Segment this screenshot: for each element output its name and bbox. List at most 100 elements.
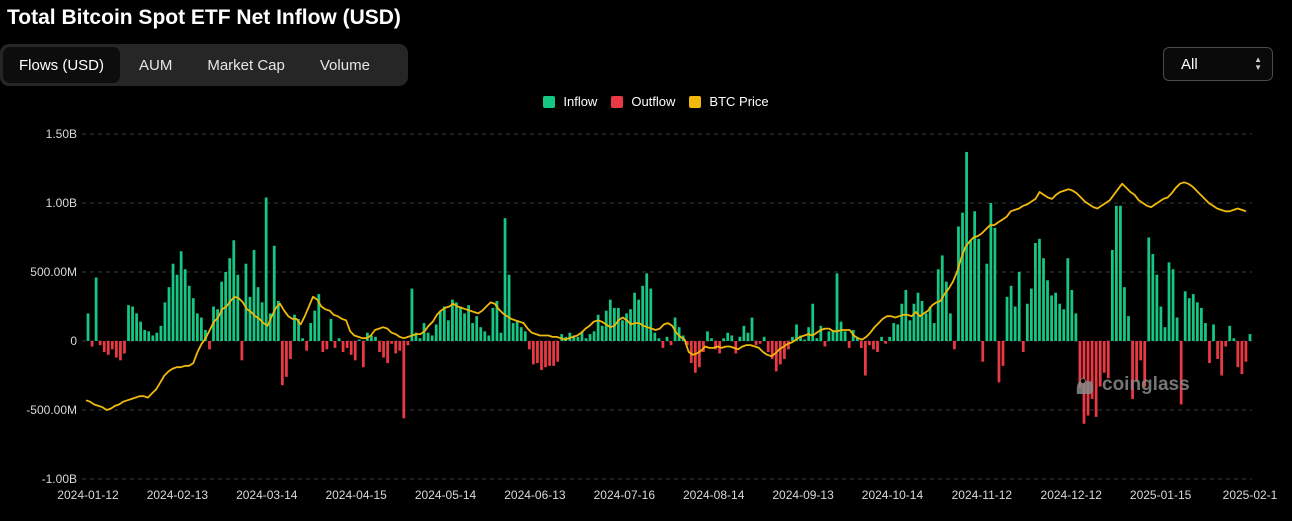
inflow-bar — [742, 325, 746, 341]
legend-label-btc-price: BTC Price — [709, 94, 769, 109]
x-tick-label: 2024-02-13 — [147, 488, 209, 502]
outflow-bar — [548, 341, 551, 366]
outflow-bar — [1224, 341, 1228, 347]
inflow-bar — [204, 329, 207, 341]
inflow-bar — [163, 302, 167, 341]
inflow-bar — [803, 339, 807, 341]
inflow-bar — [264, 197, 268, 341]
inflow-bar — [653, 332, 657, 341]
outflow-bar — [556, 341, 560, 362]
inflow-bar — [159, 325, 163, 341]
inflow-bar — [600, 325, 604, 341]
outflow-bar — [997, 341, 1001, 383]
inflow-bar — [1025, 303, 1029, 341]
outflow-bar — [305, 341, 309, 351]
outflow-bar — [863, 341, 867, 376]
outflow-bar — [386, 341, 389, 364]
outflow-bar — [353, 341, 357, 361]
inflow-bar — [580, 331, 584, 341]
inflow-bar — [985, 263, 989, 341]
inflow-bar — [855, 338, 859, 341]
inflow-bar — [451, 299, 454, 341]
inflow-bar — [1029, 288, 1033, 341]
inflow-bar — [633, 292, 636, 341]
inflow-bar — [957, 226, 960, 341]
inflow-bar — [236, 274, 240, 341]
outflow-bar — [402, 341, 406, 419]
watermark: coinglass — [1072, 372, 1190, 398]
inflow-bar — [151, 335, 155, 341]
inflow-bar — [1042, 258, 1045, 341]
inflow-bar — [414, 332, 418, 341]
outflow-bar — [1078, 341, 1082, 388]
inflow-bar — [155, 332, 159, 341]
inflow-bar — [706, 331, 709, 341]
legend-item-btc-price[interactable]: BTC Price — [689, 94, 769, 109]
outflow-bar — [754, 341, 758, 346]
inflow-bar — [1046, 280, 1049, 341]
legend-item-outflow[interactable]: Outflow — [611, 94, 675, 109]
inflow-bar — [1005, 296, 1009, 341]
inflow-bar — [1123, 287, 1126, 341]
inflow-bar — [1159, 306, 1163, 341]
outflow-bar — [783, 341, 786, 359]
inflow-bar — [143, 329, 147, 341]
outflow-bar — [859, 341, 863, 348]
inflow-bar — [244, 263, 248, 341]
outflow-bar — [953, 341, 956, 350]
tab-aum[interactable]: AUM — [139, 56, 173, 74]
btc-price-series — [85, 181, 1247, 411]
tab-volume[interactable]: Volume — [319, 56, 370, 74]
legend-item-inflow[interactable]: Inflow — [543, 94, 597, 109]
inflow-bar — [1058, 303, 1062, 341]
x-tick-label: 2024-07-16 — [594, 488, 656, 502]
outflow-bar — [1090, 341, 1094, 399]
tab-market-cap[interactable]: Market Cap — [207, 56, 285, 74]
inflow-bar — [896, 324, 900, 341]
outflow-bar — [110, 341, 114, 350]
inflow-bar — [442, 306, 446, 341]
outflow-bar — [669, 341, 673, 346]
outflow-bar — [1102, 341, 1106, 373]
inflow-bar — [1151, 254, 1155, 341]
inflow-bar — [483, 331, 487, 341]
inflow-bar — [1062, 309, 1066, 341]
range-select[interactable]: All ▲ ▼ — [1163, 47, 1273, 81]
y-tick-label: -500.00M — [26, 403, 77, 417]
outflow-bar — [333, 341, 337, 348]
inflow-bar — [491, 307, 495, 341]
inflow-bar — [455, 302, 458, 341]
page-title: Total Bitcoin Spot ETF Net Inflow (USD) — [7, 6, 401, 29]
outflow-bar — [544, 341, 547, 368]
outflow-bar — [280, 341, 284, 386]
inflow-bar — [301, 338, 304, 341]
x-tick-label: 2024-05-14 — [415, 488, 477, 502]
outflow-bar — [823, 341, 827, 347]
inflow-bar — [961, 212, 964, 341]
inflow-bar — [426, 332, 430, 341]
inflow-bar — [519, 327, 523, 341]
inflow-bar — [993, 227, 997, 341]
inflow-bar — [374, 336, 377, 341]
tab-flows[interactable]: Flows (USD) — [3, 47, 120, 83]
outflow-bar — [1086, 341, 1090, 416]
inflow-bar — [799, 335, 802, 341]
inflow-bar — [665, 336, 669, 341]
outflow-bar — [774, 341, 778, 372]
inflow-bar — [677, 327, 681, 341]
inflow-bar — [515, 320, 519, 341]
inflow-bar — [131, 306, 134, 341]
inflow-bar — [596, 314, 600, 341]
inflow-bar — [1074, 313, 1078, 341]
outflow-bar — [119, 341, 122, 361]
inflow-bar — [989, 203, 993, 341]
inflow-bar — [276, 300, 280, 341]
inflow-bar — [495, 300, 499, 341]
inflow-bar — [1034, 243, 1037, 341]
x-tick-label: 2025-02-1 — [1223, 488, 1278, 502]
y-axis: 1.50B 1.00B 500.00M 0 -500.00M -1.00B — [26, 127, 77, 486]
y-tick-label: 500.00M — [30, 265, 77, 279]
inflow-bar — [949, 313, 952, 341]
inflow-bar — [722, 338, 726, 341]
inflow-bar — [479, 327, 483, 341]
